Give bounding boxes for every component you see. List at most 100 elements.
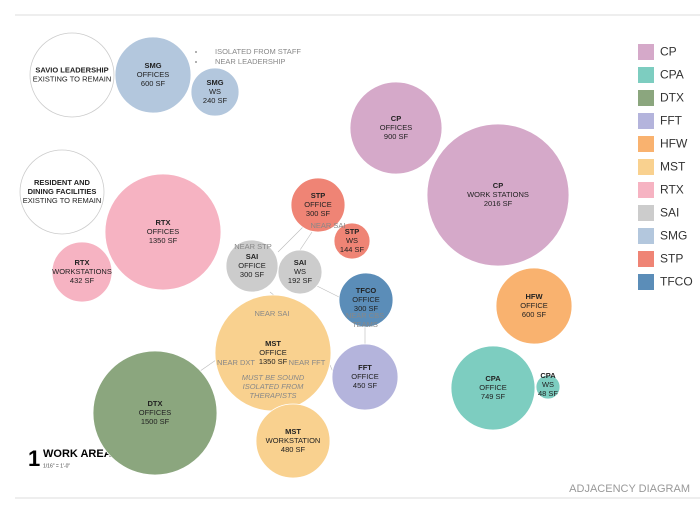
bubble-title: HFW [525, 292, 543, 301]
bubble [29, 32, 115, 118]
bubble-text: 749 SF [481, 392, 506, 401]
bubble-title: RTX [156, 218, 171, 227]
legend-item: CP [638, 44, 677, 60]
bubble-title: TFCO [356, 286, 377, 295]
bubble-title: MST [285, 427, 301, 436]
bubble-text: OFFICES [137, 70, 170, 79]
bubble-title: CPA [485, 374, 501, 383]
bubble-text: 432 SF [70, 276, 95, 285]
bubble [331, 343, 399, 411]
annotation: ISOLATED FROM STAFF [215, 47, 301, 56]
bubble-text: OFFICE [520, 301, 548, 310]
legend-swatch [638, 44, 654, 60]
bubble [426, 123, 570, 267]
legend-item: FFT [638, 113, 683, 129]
bubble-text: WS [346, 236, 358, 245]
bubble-text: WS [294, 267, 306, 276]
legend-item: SAI [638, 205, 679, 221]
legend-label: MST [660, 160, 686, 174]
legend-swatch [638, 251, 654, 267]
bubble-text: 300 SF [306, 209, 331, 218]
footer-scale: 1/16" = 1'-0" [43, 463, 70, 469]
bubble-text: EXISTING TO REMAIN [23, 196, 102, 205]
bubble-title: STP [311, 191, 326, 200]
legend-label: SAI [660, 206, 679, 220]
legend-label: TFCO [660, 275, 693, 289]
legend-item: DTX [638, 90, 684, 106]
bubble-title: RTX [75, 258, 90, 267]
connector [277, 224, 306, 253]
legend-item: CPA [638, 67, 684, 83]
legend-swatch [638, 228, 654, 244]
legend-label: HFW [660, 137, 688, 151]
bubble-text: 450 SF [353, 381, 378, 390]
legend-item: SMG [638, 228, 687, 244]
bubble-title: CPA [540, 371, 556, 380]
bubble-text: OFFICE [351, 372, 379, 381]
legend-label: FFT [660, 114, 683, 128]
bubble-text: EXISTING TO REMAIN [33, 74, 112, 83]
bubble-title: CP [391, 114, 401, 123]
legend-swatch [638, 182, 654, 198]
bubble-text: 480 SF [281, 445, 306, 454]
bubble-title: FFT [358, 363, 372, 372]
footer-title: WORK AREA [43, 448, 112, 460]
legend-item: STP [638, 251, 683, 267]
bubble-text: 1500 SF [141, 417, 170, 426]
bubble-text: 240 SF [203, 96, 228, 105]
legend-label: SMG [660, 229, 687, 243]
bubble-text: 600 SF [141, 79, 166, 88]
annotation: TEAMS [352, 320, 378, 329]
bubble-text: WORKSTATION [266, 436, 321, 445]
bubble-text: OFFICE [259, 348, 287, 357]
footer-caption: ADJACENCY DIAGRAM [569, 483, 690, 495]
legend-swatch [638, 274, 654, 290]
bubble-text: WS [209, 87, 221, 96]
bullet [195, 61, 197, 63]
bubble-text: OFFICE [238, 261, 266, 270]
bubble-title: SAVIO LEADERSHIP [35, 65, 108, 74]
bubble [535, 374, 561, 400]
bubble-title: SAI [246, 252, 259, 261]
bubble-text: OFFICE [352, 295, 380, 304]
bubble-text: 600 SF [522, 310, 547, 319]
legend-label: CPA [660, 68, 684, 82]
legend-item: HFW [638, 136, 688, 152]
bubble-text: OFFICES [380, 123, 413, 132]
legend-item: MST [638, 159, 686, 175]
bubble [255, 403, 331, 479]
bubble-title: SAI [294, 258, 307, 267]
bubble-title: MST [265, 339, 281, 348]
legend-swatch [638, 159, 654, 175]
connector [299, 231, 313, 251]
legend-item: TFCO [638, 274, 693, 290]
annotation: ISOLATED FROM [243, 382, 304, 391]
bubble-title: SMG [144, 61, 161, 70]
bubble-text: WORKSTATIONS [52, 267, 112, 276]
bubble-text: 1350 SF [259, 357, 288, 366]
bubble [495, 267, 573, 345]
annotation: NEAR CBS [346, 311, 384, 320]
legend-swatch [638, 90, 654, 106]
bubble-title: CP [493, 181, 503, 190]
bubble-text: 144 SF [340, 245, 365, 254]
legend-swatch [638, 113, 654, 129]
bubble-text: 192 SF [288, 276, 313, 285]
bubble [92, 350, 218, 476]
bubble [51, 241, 113, 303]
bubble-title: RESIDENT AND [34, 178, 91, 187]
bubble [450, 345, 536, 431]
